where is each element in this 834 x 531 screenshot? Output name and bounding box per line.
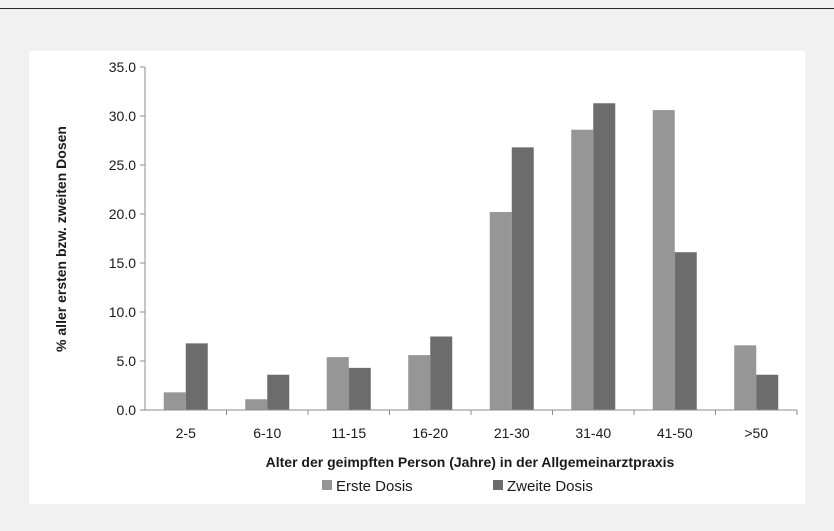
legend-label-zweite: Zweite Dosis [507, 478, 593, 495]
y-tick-label: 15.0 [109, 255, 136, 271]
y-tick-label: 30.0 [109, 108, 136, 124]
x-tick-label: 16-20 [412, 425, 448, 441]
bar-zweite-6 [593, 103, 616, 410]
bar-zweite-7 [674, 252, 697, 410]
bar-zweite-3 [348, 367, 371, 410]
bar-erste-7 [652, 110, 675, 411]
bar-erste-8 [734, 345, 757, 410]
y-axis-title: % aller ersten bzw. zweiten Dosen [53, 126, 69, 352]
x-axis-ticks: 2-5 6-10 11-15 16-20 21-30 31-40 41-50 >50 [176, 410, 798, 441]
legend-swatch-erste [322, 480, 332, 490]
x-tick-label: 31-40 [575, 425, 611, 441]
x-tick-label: 21-30 [494, 425, 530, 441]
x-tick-label: 11-15 [331, 425, 366, 441]
x-tick-label: 2-5 [176, 425, 196, 441]
bars [163, 103, 779, 411]
legend-label-erste: Erste Dosis [336, 478, 413, 495]
bar-zweite-5 [511, 147, 534, 411]
bar-erste-2 [245, 399, 268, 410]
y-tick-label: 10.0 [109, 304, 136, 320]
bar-zweite-1 [185, 343, 208, 410]
y-tick-label: 20.0 [109, 206, 136, 222]
y-tick-label: 5.0 [117, 353, 137, 369]
x-axis-title: Alter der geimpften Person (Jahre) in de… [266, 454, 675, 470]
y-axis-ticks: 0.0 5.0 10.0 15.0 20.0 25.0 30.0 35.0 [109, 59, 145, 418]
bar-erste-3 [326, 357, 349, 410]
legend: Erste Dosis Zweite Dosis [322, 478, 593, 495]
y-tick-label: 0.0 [117, 402, 137, 418]
bar-erste-1 [163, 392, 186, 410]
bar-zweite-2 [267, 374, 290, 410]
y-tick-label: 35.0 [109, 59, 136, 75]
bar-zweite-4 [430, 336, 453, 410]
bar-erste-5 [489, 212, 512, 410]
bar-erste-6 [571, 129, 594, 410]
top-rule [0, 8, 834, 9]
y-tick-label: 25.0 [109, 157, 136, 173]
bar-erste-4 [408, 355, 431, 410]
x-tick-label: >50 [744, 425, 768, 441]
bar-zweite-8 [756, 374, 779, 410]
legend-swatch-zweite [493, 480, 503, 490]
x-tick-label: 6-10 [253, 425, 281, 441]
x-tick-label: 41-50 [657, 425, 693, 441]
